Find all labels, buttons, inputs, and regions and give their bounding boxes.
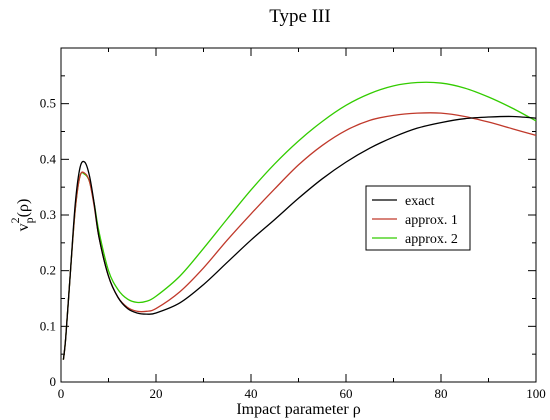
y-axis-label-sup: 2 <box>8 217 22 223</box>
y-tick-label: 0.5 <box>40 96 56 111</box>
y-axis-label: vp2(ρ) <box>8 199 36 232</box>
axis-ticks: 0 20 40 60 80 100 0 0.1 0.2 0.3 0.4 0.5 <box>40 48 546 401</box>
x-tick-label: 80 <box>435 386 448 401</box>
y-tick-label: 0.2 <box>40 263 56 278</box>
series-layer <box>62 81 537 360</box>
chart-title: Type III <box>269 6 330 27</box>
legend: exact approx. 1 approx. 2 <box>365 185 471 251</box>
x-axis-label: Impact parameter ρ <box>236 401 360 418</box>
x-tick-label: 40 <box>245 386 258 401</box>
y-axis-label-main: v <box>15 223 32 231</box>
y-tick-label: 0.3 <box>40 207 56 222</box>
series-line-exact <box>62 115 537 360</box>
y-tick-label: 0 <box>50 374 57 389</box>
x-tick-label: 100 <box>526 386 546 401</box>
legend-label: approx. 2 <box>405 232 458 247</box>
x-tick-label: 20 <box>150 386 163 401</box>
x-tick-label: 0 <box>58 386 65 401</box>
series-line-approx-1 <box>62 112 537 360</box>
y-axis-label-sub: p <box>22 217 36 223</box>
legend-label: approx. 1 <box>405 213 458 228</box>
legend-label: exact <box>405 194 435 209</box>
legend-box <box>365 185 471 251</box>
series-line-approx-2 <box>62 81 537 360</box>
y-tick-label: 0.4 <box>40 151 57 166</box>
svg-text:vp2(ρ): vp2(ρ) <box>8 199 36 232</box>
y-tick-label: 0.1 <box>40 318 56 333</box>
x-tick-label: 60 <box>340 386 353 401</box>
y-axis-label-tail: (ρ) <box>15 199 32 218</box>
